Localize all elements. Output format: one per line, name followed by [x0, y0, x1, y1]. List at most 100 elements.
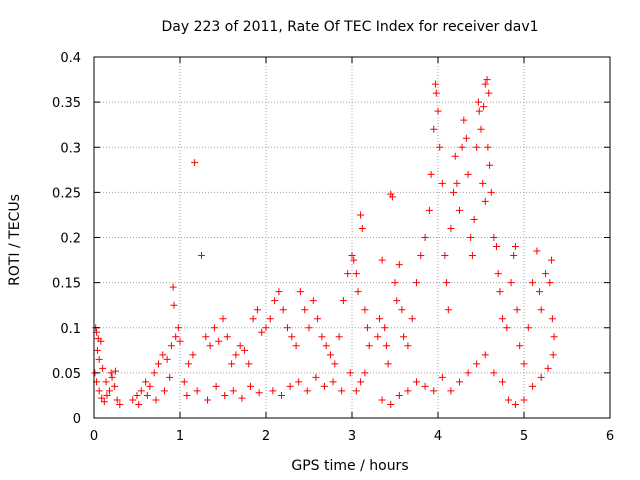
data-point	[350, 256, 358, 264]
data-point	[413, 378, 420, 386]
data-point	[503, 324, 511, 332]
data-point	[487, 188, 495, 196]
data-point	[444, 306, 452, 314]
data-point	[473, 143, 481, 151]
data-point	[357, 211, 365, 219]
data-point	[477, 125, 485, 133]
axis-ticks: 0 1 2 3 4 5 6 0 0.05 0.1 0.15 0.2 0.25 0.3 0.35 0.4	[52, 51, 614, 444]
data-point	[277, 391, 285, 399]
data-point	[475, 107, 483, 115]
data-point	[331, 360, 339, 368]
data-point	[284, 324, 291, 332]
y-tick-label: 0.3	[60, 141, 81, 156]
data-point	[432, 89, 440, 97]
data-point	[376, 315, 384, 323]
data-point	[93, 346, 101, 354]
data-point	[102, 378, 110, 386]
data-point	[505, 396, 513, 404]
data-point	[204, 396, 212, 404]
data-point	[496, 288, 504, 296]
data-point	[544, 364, 552, 372]
y-tick-label: 0.4	[60, 51, 81, 66]
data-point	[480, 103, 488, 111]
data-point	[174, 324, 182, 332]
data-point	[212, 382, 220, 390]
data-point	[449, 188, 457, 196]
data-point	[447, 224, 455, 232]
data-point	[159, 351, 167, 359]
data-point	[430, 387, 438, 395]
data-point	[172, 333, 180, 341]
data-point	[339, 297, 347, 305]
x-tick-label: 4	[434, 429, 442, 444]
data-point	[374, 333, 382, 341]
data-point	[111, 382, 119, 390]
chart-title: Day 223 of 2011, Rate Of TEC Index for r…	[161, 19, 538, 35]
data-point	[271, 297, 279, 305]
data-point	[456, 378, 463, 386]
data-point	[146, 382, 154, 390]
data-point	[150, 369, 158, 377]
data-point	[413, 279, 420, 287]
data-point	[365, 342, 373, 350]
data-point	[176, 337, 184, 345]
data-point	[357, 378, 365, 386]
data-point	[238, 394, 246, 402]
data-point	[473, 360, 481, 368]
data-point	[303, 387, 311, 395]
data-point	[460, 116, 468, 124]
data-point	[520, 396, 528, 404]
data-point	[404, 387, 412, 395]
data-point	[417, 252, 425, 260]
data-point	[443, 279, 451, 287]
data-point	[215, 337, 223, 345]
data-point	[275, 288, 283, 296]
y-tick-label: 0.25	[52, 186, 81, 201]
data-point	[97, 337, 105, 345]
data-point	[438, 373, 446, 381]
data-point	[116, 400, 124, 408]
data-point	[479, 179, 487, 187]
data-point	[221, 391, 229, 399]
data-point	[427, 170, 435, 178]
data-point	[312, 373, 320, 381]
data-point	[398, 306, 406, 314]
data-point	[456, 206, 463, 214]
data-point	[384, 360, 392, 368]
data-point	[135, 400, 143, 408]
data-point	[189, 351, 197, 359]
data-point	[529, 382, 537, 390]
data-point	[520, 360, 528, 368]
data-point	[180, 378, 188, 386]
data-point	[542, 270, 549, 278]
data-point	[484, 143, 492, 151]
data-point	[335, 333, 343, 341]
data-point	[468, 252, 476, 260]
data-point	[490, 234, 498, 241]
data-point	[167, 342, 175, 350]
data-point	[202, 333, 210, 341]
y-tick-label: 0.35	[52, 96, 81, 111]
data-point	[305, 324, 313, 332]
x-axis-label: GPS time / hours	[291, 458, 408, 474]
data-point	[314, 315, 322, 323]
data-point	[470, 215, 478, 223]
data-point	[474, 98, 482, 106]
x-tick-label: 1	[176, 429, 184, 444]
data-point	[133, 391, 141, 399]
data-point	[358, 224, 366, 232]
data-point	[453, 179, 461, 187]
data-point	[107, 369, 115, 377]
data-point	[404, 342, 412, 350]
data-point	[241, 346, 248, 354]
data-point	[95, 355, 103, 363]
x-tick-label: 0	[90, 429, 98, 444]
data-point	[155, 360, 162, 368]
data-point	[391, 279, 399, 287]
data-point	[320, 382, 328, 390]
data-point	[381, 324, 389, 332]
data-point	[388, 193, 396, 201]
data-point	[537, 306, 545, 314]
data-point	[152, 396, 160, 404]
data-point	[338, 387, 346, 395]
